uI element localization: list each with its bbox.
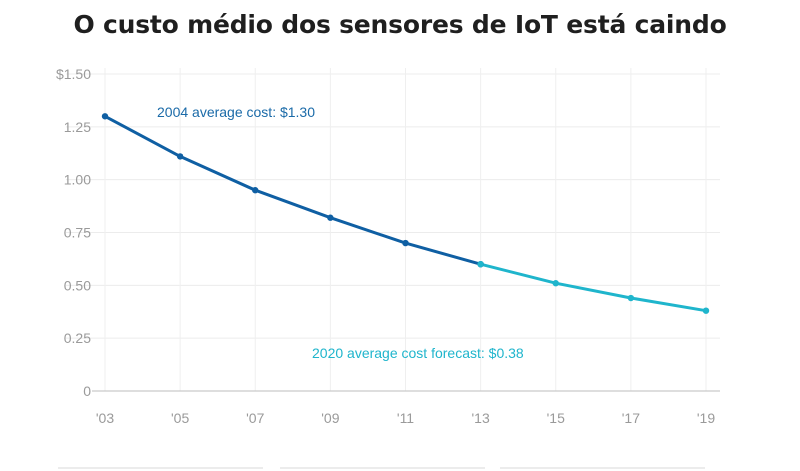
x-tick-label: '05 (171, 410, 189, 426)
x-gridlines (104, 68, 707, 391)
y-tick-label: 1.25 (64, 119, 91, 135)
x-tick-label: '03 (96, 410, 114, 426)
data-point-forecast (627, 294, 635, 302)
data-point-forecast (702, 307, 710, 314)
y-tick-label: $1.50 (56, 66, 91, 82)
chart-title: O custo médio dos sensores de IoT está c… (73, 10, 727, 39)
data-point-actual (176, 153, 184, 160)
data-point-actual (327, 214, 334, 221)
bottom-divider (500, 467, 705, 469)
bottom-divider (280, 467, 485, 469)
y-tick-label: 0.50 (64, 277, 91, 293)
bottom-divider (58, 467, 263, 469)
x-tick-label: '09 (321, 410, 339, 426)
data-point-forecast (552, 280, 559, 287)
data-point-forecast (477, 261, 484, 268)
y-axis-tick-labels: 0 0.25 0.50 0.75 1.00 1.25 $1.50 (56, 66, 91, 399)
data-point-actual (402, 239, 409, 247)
x-tick-label: '19 (697, 410, 715, 426)
x-tick-label: '17 (622, 410, 640, 426)
series-line-forecast (479, 262, 708, 313)
x-axis-tick-labels: '03 '05 '07 '09 '11 '13 '15 '17 '19 (96, 410, 715, 426)
annotation-forecast-cost: 2020 average cost forecast: $0.38 (312, 345, 524, 361)
data-point-actual (252, 187, 259, 194)
annotations: 2004 average cost: $1.30 2020 average cos… (157, 104, 524, 361)
y-tick-label: 0.75 (64, 225, 91, 241)
x-tick-label: '15 (547, 410, 565, 426)
x-tick-label: '13 (472, 410, 490, 426)
annotation-start-cost: 2004 average cost: $1.30 (157, 104, 315, 120)
series-line-actual (103, 114, 483, 266)
x-tick-label: '11 (397, 410, 414, 426)
y-tick-label: 0 (83, 383, 91, 399)
y-gridlines (66, 73, 720, 339)
data-point-actual (101, 113, 109, 120)
y-tick-label: 1.00 (64, 172, 91, 188)
series-points (101, 113, 710, 314)
series-lines (103, 114, 708, 313)
x-tick-label: '07 (246, 410, 264, 426)
y-tick-label: 0.25 (64, 330, 91, 346)
